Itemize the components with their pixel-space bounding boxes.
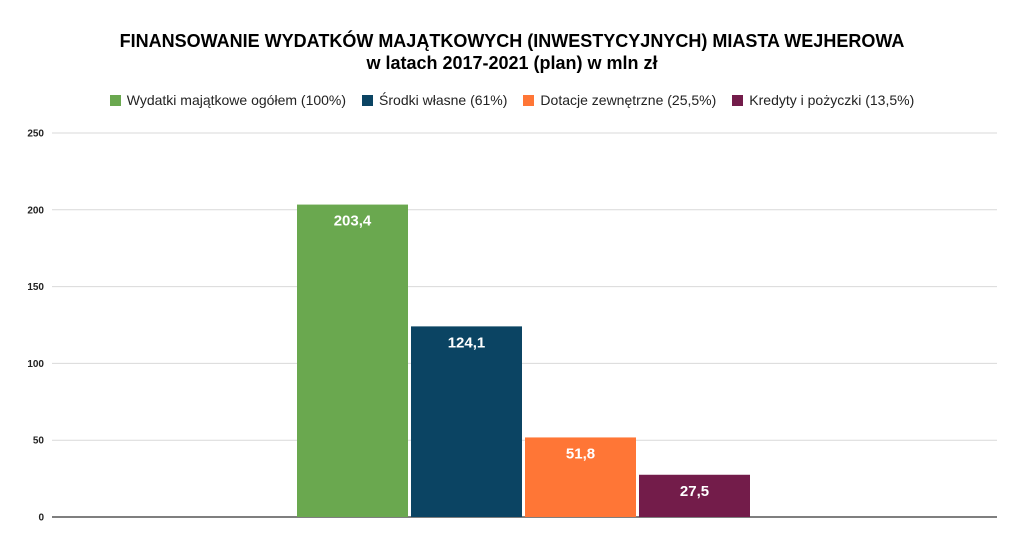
legend-swatch-total xyxy=(109,94,121,106)
legend-label-own-funds: Środki własne (61%) xyxy=(379,92,508,108)
data-label-2: 124,1 xyxy=(448,334,486,351)
chart-title-line-2: w latach 2017-2021 (plan) w mln zł xyxy=(366,53,658,73)
bar-2 xyxy=(411,326,522,517)
legend-label-loans: Kredyty i pożyczki (13,5%) xyxy=(749,92,915,108)
legend-item-own-funds: Środki własne (61%) xyxy=(362,92,507,108)
legend-swatch-loans xyxy=(732,94,744,106)
y-tick-label-250: 250 xyxy=(27,129,44,140)
y-tick-label-0: 0 xyxy=(38,513,44,524)
legend-item-loans: Kredyty i pożyczki (13,5%) xyxy=(732,92,914,108)
legend: Wydatki majątkowe ogółem (100%) Środki w… xyxy=(0,92,1024,108)
y-tick-label-150: 150 xyxy=(27,282,44,293)
legend-label-total: Wydatki majątkowe ogółem (100%) xyxy=(126,92,347,108)
bar-3 xyxy=(525,437,636,517)
data-label-3: 51,8 xyxy=(566,445,595,462)
legend-label-grants: Dotacje zewnętrzne (25,5%) xyxy=(540,92,717,108)
data-label-1: 203,4 xyxy=(334,213,372,230)
legend-item-grants: Dotacje zewnętrzne (25,5%) xyxy=(523,92,716,108)
chart-title-line-1: FINANSOWANIE WYDATKÓW MAJĄTKOWYCH (INWES… xyxy=(119,31,905,51)
data-label-4: 27,5 xyxy=(680,483,709,500)
legend-item-total: Wydatki majątkowe ogółem (100%) xyxy=(109,92,347,108)
legend-swatch-grants xyxy=(523,94,535,106)
legend-swatch-own-funds xyxy=(362,94,374,106)
bar-4 xyxy=(639,474,750,517)
y-tick-label-200: 200 xyxy=(27,205,44,216)
chart-title: FINANSOWANIE WYDATKÓW MAJĄTKOWYCH (INWES… xyxy=(0,30,1024,74)
y-tick-label-50: 50 xyxy=(33,436,45,447)
y-tick-label-100: 100 xyxy=(27,359,44,370)
bar-1 xyxy=(297,204,408,517)
